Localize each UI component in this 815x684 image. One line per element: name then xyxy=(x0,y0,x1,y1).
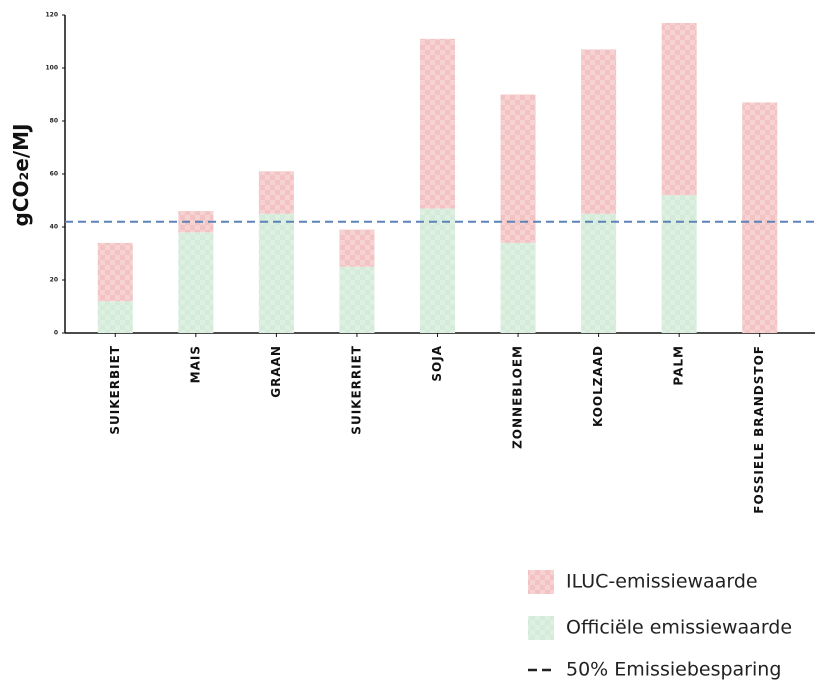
x-tick-label: GRAAN xyxy=(269,345,283,398)
bar-texture xyxy=(581,214,616,333)
bar-texture xyxy=(742,102,777,333)
x-tick-label: SUIKERRIET xyxy=(349,345,363,435)
y-tick-label: 0 xyxy=(54,330,58,337)
bar-texture xyxy=(339,230,374,267)
bar-texture xyxy=(259,214,294,333)
y-tick-label: 100 xyxy=(45,65,58,72)
x-tick-label: ZONNEBLOEM xyxy=(511,345,525,449)
chart: gCO₂e/MJ 0 20 40 60 80 100 120 SUIKERBIET MAIS GR… xyxy=(0,0,815,684)
bar-texture xyxy=(662,195,697,333)
y-tick-label: 80 xyxy=(50,118,58,125)
legend-label: ILUC-emissiewaarde xyxy=(566,571,758,593)
legend-label: 50% Emissiebesparing xyxy=(566,659,781,681)
y-tick-label: 40 xyxy=(50,224,58,231)
bar-texture xyxy=(98,301,133,333)
legend-label: Officiële emissiewaarde xyxy=(566,617,792,639)
x-tick-label: FOSSIELE BRANDSTOF xyxy=(752,345,766,514)
y-tick-label: 60 xyxy=(50,171,58,178)
bar-texture xyxy=(501,243,536,333)
bar-texture xyxy=(339,267,374,333)
bar-texture xyxy=(420,39,455,209)
bar-texture xyxy=(259,171,294,213)
y-axis-label: gCO₂e/MJ xyxy=(9,124,33,227)
bar-texture xyxy=(581,49,616,213)
bar-texture xyxy=(501,95,536,243)
y-tick-label: 120 xyxy=(45,12,58,19)
legend-texture xyxy=(528,616,554,640)
bar-texture xyxy=(420,208,455,333)
bar-texture xyxy=(662,23,697,195)
x-tick-label: SOJA xyxy=(430,345,444,382)
x-tick-label: KOOLZAAD xyxy=(591,345,605,427)
x-tick-label: PALM xyxy=(672,345,686,386)
legend-texture xyxy=(528,570,554,594)
x-tick-label: SUIKERBIET xyxy=(108,345,122,435)
y-tick-label: 20 xyxy=(50,277,58,284)
x-tick-label: MAIS xyxy=(188,345,202,383)
bar-texture xyxy=(98,243,133,301)
bar-texture xyxy=(178,232,213,333)
